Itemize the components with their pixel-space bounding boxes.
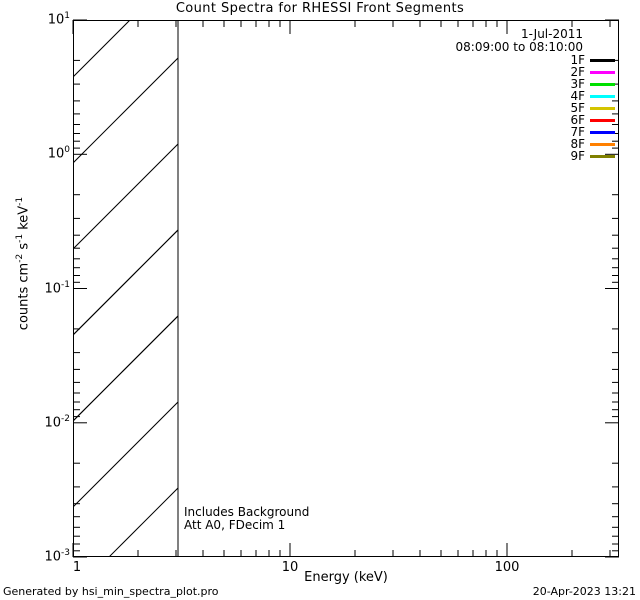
legend-item[interactable]: 5F xyxy=(380,102,615,114)
y-tick-label: 100 xyxy=(47,145,70,162)
legend-color-swatch xyxy=(590,118,615,122)
legend-time-range: 08:09:00 to 08:10:00 xyxy=(455,40,583,54)
legend-item[interactable]: 7F xyxy=(380,126,615,138)
legend-item[interactable]: 4F xyxy=(380,90,615,102)
legend-item-label: 1F xyxy=(570,53,585,67)
legend-item-label: 9F xyxy=(570,149,585,163)
legend-color-swatch xyxy=(590,82,615,86)
legend-item[interactable]: 6F xyxy=(380,114,615,126)
legend-color-swatch xyxy=(590,130,615,134)
legend-item[interactable]: 3F xyxy=(380,78,615,90)
legend-item-label: 3F xyxy=(570,77,585,91)
y-tick-exponent: 0 xyxy=(64,145,70,156)
legend-color-swatch xyxy=(590,142,615,146)
legend-color-swatch xyxy=(590,154,615,158)
y-tick-exponent: -3 xyxy=(61,548,70,559)
y-axis-label: counts cm-2 s-1 keV-1 xyxy=(15,196,32,331)
annotation-includes-background: Includes Background xyxy=(184,505,310,519)
x-tick-label: 1 xyxy=(72,560,82,575)
legend-item[interactable]: 2F xyxy=(380,66,615,78)
legend-color-swatch xyxy=(590,70,615,74)
legend-item-label: 8F xyxy=(570,137,585,151)
x-tick-label: 100 xyxy=(494,560,520,575)
legend: 1-Jul-2011 08:09:00 to 08:10:00 1F 2F 3F… xyxy=(380,28,615,162)
y-tick-label: 101 xyxy=(47,11,70,28)
legend-item-label: 4F xyxy=(570,89,585,103)
legend-item-label: 7F xyxy=(570,125,585,139)
legend-item[interactable]: 9F xyxy=(380,150,615,162)
legend-date: 1-Jul-2011 xyxy=(521,27,583,41)
annotation-attenuator-state: Att A0, FDecim 1 xyxy=(184,518,286,532)
legend-item[interactable]: 8F xyxy=(380,138,615,150)
legend-item[interactable]: 1F xyxy=(380,54,615,66)
legend-color-swatch xyxy=(590,58,615,62)
y-tick-exponent: -1 xyxy=(61,279,70,290)
y-tick-label: 10-2 xyxy=(44,413,70,431)
page-title: Count Spectra for RHESSI Front Segments xyxy=(175,1,465,16)
y-tick-label: 10-1 xyxy=(44,279,70,296)
legend-item-label: 2F xyxy=(570,65,585,79)
y-tick-label: 10-3 xyxy=(44,548,70,565)
footer-timestamp: 20-Apr-2023 13:21 xyxy=(532,585,636,598)
y-tick-exponent: 1 xyxy=(64,11,70,22)
legend-color-swatch xyxy=(590,106,615,110)
footer-generator-text: Generated by hsi_min_spectra_plot.pro xyxy=(3,585,219,598)
y-tick-exponent: -2 xyxy=(61,413,70,424)
x-tick-label: 10 xyxy=(281,560,299,575)
legend-color-swatch xyxy=(590,94,615,98)
legend-item-label: 6F xyxy=(570,113,585,127)
x-axis-label: Energy (keV) xyxy=(304,570,388,585)
legend-item-label: 5F xyxy=(570,101,585,115)
